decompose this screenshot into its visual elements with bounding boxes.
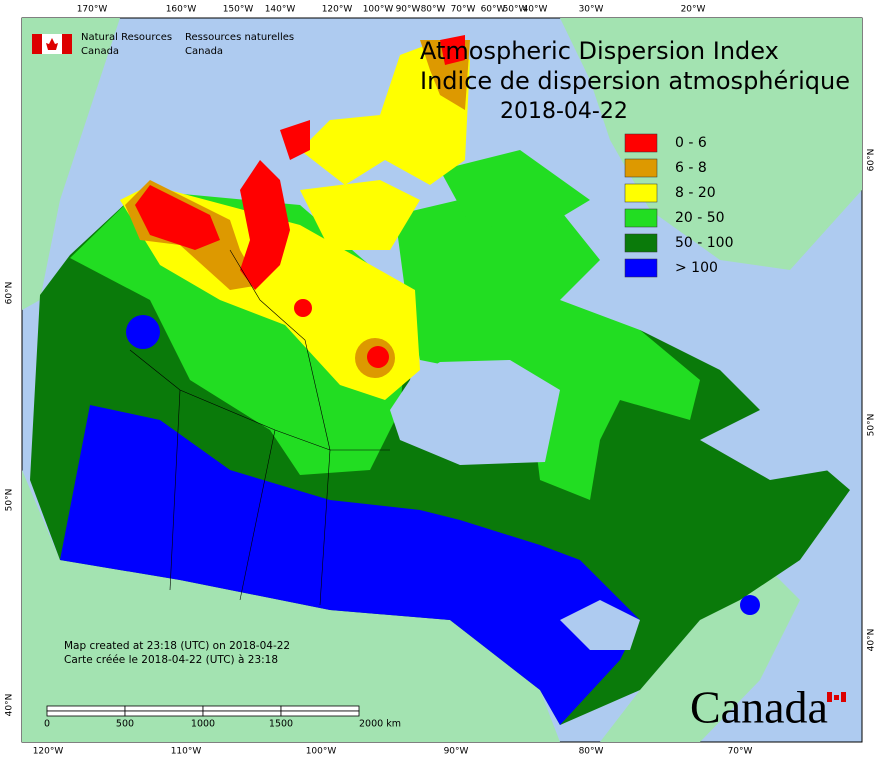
legend-swatch <box>624 233 658 253</box>
scale-segment <box>46 705 126 712</box>
longitude-label: 50°W <box>503 5 528 15</box>
flag-bar <box>62 34 72 54</box>
region-8-20-islands <box>300 40 470 185</box>
scale-segment <box>280 710 360 717</box>
wordmark-flag <box>841 692 846 702</box>
legend-swatch <box>624 183 658 203</box>
agency-fr: Ressources naturelles <box>185 32 294 43</box>
scale-segment <box>202 710 282 717</box>
boundary <box>239 429 276 601</box>
longitude-label: 120°W <box>322 5 353 15</box>
title-date: 2018-04-22 <box>500 99 628 124</box>
longitude-label: 110°W <box>171 747 202 757</box>
legend-label: > 100 <box>675 260 718 276</box>
region-20-50-east <box>395 195 700 500</box>
agency-fr: Canada <box>185 46 223 57</box>
legend: 0 - 6 6 - 8 8 - 20 20 - 50 50 - 100 > 100 <box>624 133 734 278</box>
region-over-100-spot <box>126 315 160 349</box>
region-over-100-spot <box>740 595 760 615</box>
region-0-6-spot <box>367 346 389 368</box>
longitude-label: 90°W <box>396 5 421 15</box>
boundary <box>229 249 331 451</box>
legend-swatch <box>624 133 658 153</box>
longitude-label: 20°W <box>681 5 706 15</box>
agency-en: Natural Resources <box>81 32 172 43</box>
created-en: Map created at 23:18 (UTC) on 2018-04-22 <box>64 640 290 652</box>
scale-segment <box>124 710 204 717</box>
alaska <box>22 18 120 310</box>
longitude-label: 70°W <box>728 747 753 757</box>
scale-segment <box>202 705 282 712</box>
longitude-label: 170°W <box>77 5 108 15</box>
longitude-label: 120°W <box>33 747 64 757</box>
scale-segment <box>280 705 360 712</box>
wordmark-flag <box>834 695 839 700</box>
region-0-6-north <box>440 35 465 65</box>
latitude-label: 60°N <box>867 149 877 172</box>
flag-bar <box>32 34 42 54</box>
scale-label: 1000 <box>191 719 215 730</box>
latitude-label: 50°N <box>5 489 15 512</box>
region-0-6-islands <box>280 120 310 160</box>
legend-label: 6 - 8 <box>675 160 707 176</box>
map-frame <box>21 17 863 743</box>
gulf-st-lawrence <box>700 400 840 480</box>
longitude-label: 60°W <box>481 5 506 15</box>
scale-bar: 0 500 1000 1500 2000 km <box>44 705 401 730</box>
longitude-label: 40°W <box>523 5 548 15</box>
scale-segment <box>124 705 204 712</box>
longitude-label: 70°W <box>451 5 476 15</box>
longitude-label: 90°W <box>444 747 469 757</box>
longitude-label: 30°W <box>579 5 604 15</box>
hudson-bay <box>390 360 560 465</box>
scale-label: 0 <box>44 719 50 730</box>
longitude-label: 80°W <box>579 747 604 757</box>
longitude-label: 160°W <box>166 5 197 15</box>
legend-label: 50 - 100 <box>675 235 734 251</box>
longitude-label: 150°W <box>223 5 254 15</box>
greenland <box>560 18 862 270</box>
latitude-label: 60°N <box>5 282 15 305</box>
wordmark: Canada <box>690 682 828 733</box>
longitude-label: 100°W <box>306 747 337 757</box>
latitude-label: 50°N <box>867 414 877 437</box>
title-en: Atmospheric Dispersion Index <box>420 37 779 65</box>
scale-label: 1500 <box>269 719 293 730</box>
longitude-label: 100°W <box>363 5 394 15</box>
legend-swatch <box>624 158 658 178</box>
scale-label: 2000 km <box>359 719 401 730</box>
boundary <box>169 389 181 591</box>
latitude-label: 40°N <box>5 694 15 717</box>
longitude-label: 80°W <box>421 5 446 15</box>
legend-label: 0 - 6 <box>675 135 707 151</box>
legend-swatch <box>624 208 658 228</box>
region-20-50-baffin <box>440 150 590 230</box>
flag-leaf <box>46 38 58 50</box>
united-states <box>22 470 560 742</box>
created-fr: Carte créée le 2018-04-22 (UTC) à 23:18 <box>64 654 278 666</box>
longitude-label: 140°W <box>265 5 296 15</box>
wordmark-flag <box>827 692 832 702</box>
scale-segment <box>46 710 126 717</box>
legend-label: 20 - 50 <box>675 210 725 226</box>
region-0-6-banks <box>240 160 290 290</box>
legend-label: 8 - 20 <box>675 185 716 201</box>
region-0-6-west <box>135 185 220 250</box>
agency-en: Canada <box>81 46 119 57</box>
boundary <box>319 449 331 606</box>
region-8-20-victoria <box>300 180 420 250</box>
great-lakes <box>560 600 640 650</box>
graticule-labels: 170°W 160°W 150°W 140°W 120°W 100°W 90°W 80°W 70… <box>5 5 877 757</box>
title-fr: Indice de dispersion atmosphérique <box>420 67 850 95</box>
latitude-label: 40°N <box>867 629 877 652</box>
region-over-100 <box>60 405 640 725</box>
scale-label: 500 <box>116 719 134 730</box>
legend-swatch <box>624 258 658 278</box>
region-0-6-spot <box>294 299 312 317</box>
